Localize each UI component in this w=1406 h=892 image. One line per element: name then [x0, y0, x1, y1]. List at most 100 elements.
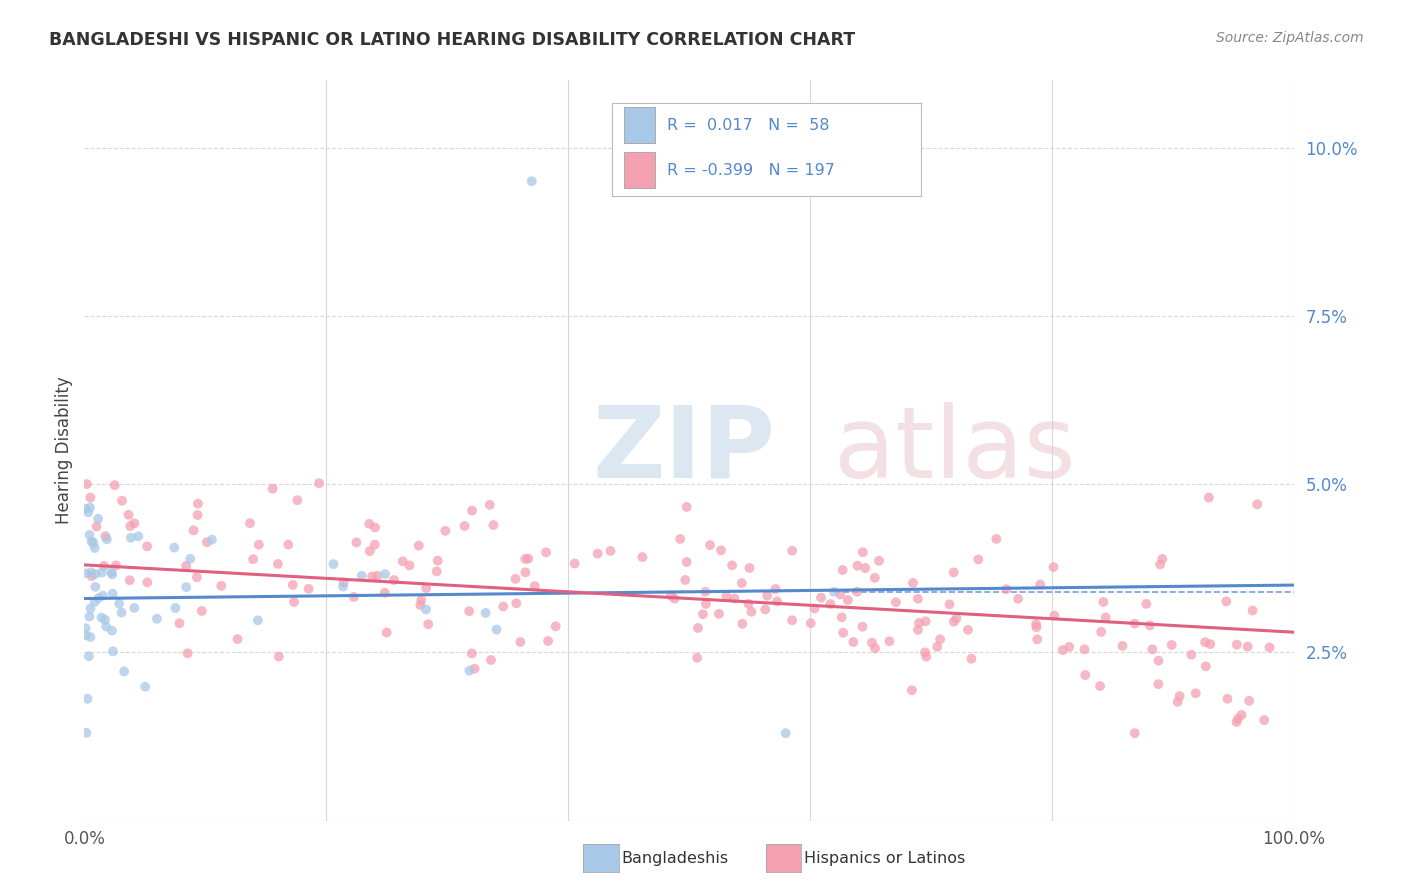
Point: [118, 573, 141, 587]
Point: [1216, 691, 1239, 706]
Point: [359, 544, 381, 558]
Point: [77, 649, 100, 664]
Point: [415, 581, 437, 595]
Point: [165, 601, 187, 615]
Point: [76, 477, 98, 491]
Point: [391, 554, 413, 568]
Point: [1092, 595, 1115, 609]
Point: [101, 567, 124, 582]
Point: [426, 554, 449, 568]
Point: [731, 616, 754, 631]
Point: [101, 587, 124, 601]
Point: [710, 543, 733, 558]
Point: [408, 539, 430, 553]
Point: [285, 493, 308, 508]
Point: [453, 519, 475, 533]
Point: [754, 602, 776, 616]
Point: [1226, 638, 1249, 652]
Point: [765, 582, 787, 596]
Point: [187, 497, 209, 511]
Point: [84, 566, 107, 581]
Point: [520, 174, 543, 188]
Point: [409, 598, 432, 612]
Point: [492, 599, 515, 614]
Point: [110, 606, 132, 620]
Bar: [624, 107, 655, 143]
Point: [76, 691, 98, 706]
Point: [879, 634, 901, 648]
Point: [846, 558, 869, 573]
Point: [820, 597, 842, 611]
Point: [79, 491, 101, 505]
Text: Source: ZipAtlas.com: Source: ZipAtlas.com: [1216, 31, 1364, 45]
Point: [1195, 659, 1218, 673]
Point: [842, 635, 865, 649]
Y-axis label: Hearing Disability: Hearing Disability: [55, 376, 73, 524]
Point: [740, 605, 762, 619]
Point: [1111, 639, 1133, 653]
Point: [1043, 608, 1066, 623]
Point: [262, 482, 284, 496]
Point: [1007, 591, 1029, 606]
Point: [737, 597, 759, 611]
Point: [960, 651, 983, 665]
Point: [803, 601, 825, 615]
Point: [1025, 620, 1047, 634]
Point: [187, 508, 209, 522]
Point: [93, 558, 115, 573]
Point: [731, 576, 754, 591]
Point: [723, 591, 745, 606]
Point: [831, 563, 853, 577]
Point: [1152, 552, 1174, 566]
Point: [780, 613, 803, 627]
Point: [564, 557, 586, 571]
Point: [478, 498, 501, 512]
Point: [738, 561, 761, 575]
Point: [195, 535, 218, 549]
Point: [100, 566, 122, 580]
Point: [852, 545, 875, 559]
Point: [1147, 654, 1170, 668]
Point: [104, 478, 127, 492]
Point: [79, 601, 101, 615]
Point: [267, 557, 290, 571]
Point: [901, 575, 924, 590]
Point: [1042, 560, 1064, 574]
Point: [1025, 617, 1047, 632]
Point: [1074, 668, 1097, 682]
Point: [800, 616, 823, 631]
Point: [505, 596, 527, 610]
Point: [1142, 642, 1164, 657]
Point: [308, 476, 330, 491]
Text: R =  0.017   N =  58: R = 0.017 N = 58: [668, 118, 830, 133]
Point: [479, 653, 502, 667]
Point: [350, 569, 373, 583]
Point: [79, 500, 101, 515]
Point: [298, 582, 321, 596]
Point: [382, 573, 405, 587]
Point: [537, 634, 560, 648]
Text: Hispanics or Latinos: Hispanics or Latinos: [804, 851, 966, 865]
Point: [322, 557, 344, 571]
Point: [721, 558, 744, 573]
Point: [82, 535, 104, 549]
Point: [659, 589, 682, 603]
Point: [831, 610, 853, 624]
Point: [695, 584, 717, 599]
Point: [75, 502, 97, 516]
Point: [75, 726, 97, 740]
Point: [374, 567, 396, 582]
Text: Bangladeshis: Bangladeshis: [621, 851, 728, 865]
Point: [80, 534, 103, 549]
Text: atlas: atlas: [834, 402, 1076, 499]
Point: [283, 595, 305, 609]
Point: [1090, 624, 1112, 639]
Point: [907, 591, 929, 606]
Point: [914, 614, 936, 628]
Point: [686, 621, 709, 635]
Point: [766, 594, 789, 608]
Point: [1123, 726, 1146, 740]
Point: [332, 580, 354, 594]
Point: [90, 566, 112, 580]
Point: [1147, 677, 1170, 691]
